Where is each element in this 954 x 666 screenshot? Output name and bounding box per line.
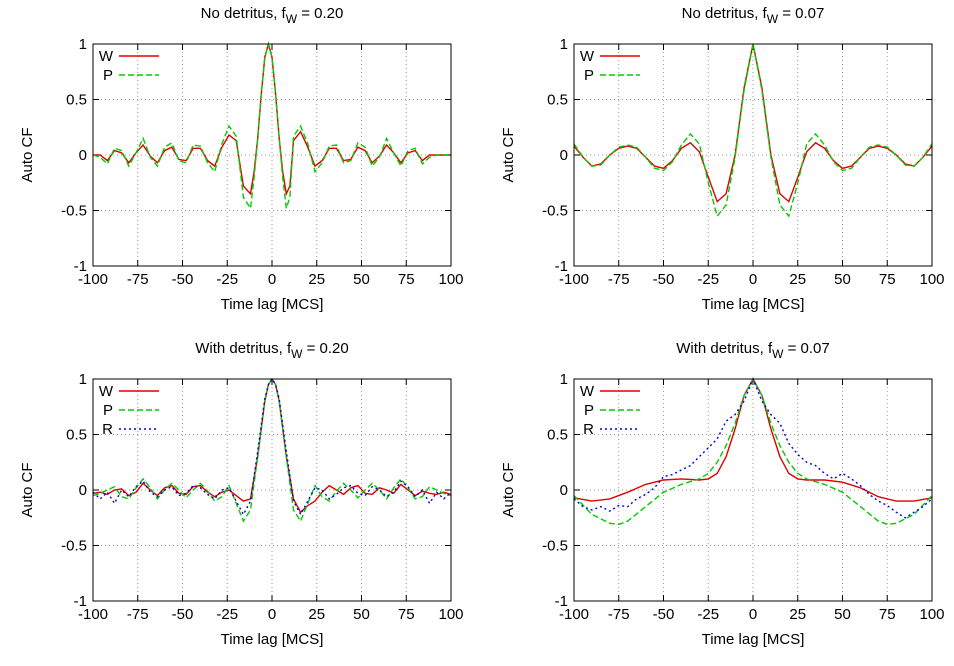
series-line-p	[92, 41, 451, 211]
x-tick-label: -25	[697, 271, 719, 288]
x-tick-label: -50	[653, 606, 675, 623]
series-line-w	[573, 43, 933, 203]
x-tick-label: -50	[172, 271, 194, 288]
plot-frame	[92, 378, 452, 602]
x-tick-label: -100	[559, 271, 589, 288]
x-axis-label: Time lag [MCS]	[221, 631, 324, 648]
x-tick-label: 75	[398, 606, 415, 623]
legend-label-p: P	[584, 67, 594, 84]
x-tick-label: 0	[268, 271, 276, 288]
y-tick-label: -0.5	[61, 538, 87, 555]
x-tick-label: -25	[697, 606, 719, 623]
x-tick-label: 25	[308, 271, 325, 288]
x-tick-label: -75	[608, 606, 630, 623]
legend-label-w: W	[580, 383, 595, 400]
chart-panel-top-left: -100 -75 -50 -25 0 25 50 75 100 -1 -0.5 0 0.5 1WP No d…	[19, 5, 464, 313]
y-tick-label: -1	[555, 258, 568, 275]
x-tick-label: 50	[834, 271, 851, 288]
y-axis-label: Auto CF	[500, 462, 517, 517]
y-tick-label: 0	[79, 147, 87, 164]
x-tick-label: 75	[879, 606, 896, 623]
plot-frame	[573, 378, 933, 602]
x-tick-label: 25	[789, 271, 806, 288]
y-axis-label: Auto CF	[500, 127, 517, 182]
series-line-r	[92, 377, 452, 516]
legend-label-p: P	[584, 402, 594, 419]
y-tick-label: 0.5	[547, 92, 568, 109]
chart-title: With detritus, fW = 0.20	[195, 340, 348, 361]
plot-frame	[573, 43, 933, 267]
legend-label-w: W	[99, 383, 114, 400]
y-tick-label: 1	[560, 36, 568, 53]
legend-label-p: P	[103, 67, 113, 84]
series-line-w	[573, 377, 933, 502]
y-tick-label: -0.5	[542, 203, 568, 220]
y-tick-label: -1	[555, 593, 568, 610]
x-tick-label: -100	[78, 271, 108, 288]
y-tick-label: 0	[79, 482, 87, 499]
x-tick-label: -100	[78, 606, 108, 623]
x-tick-label: -75	[127, 271, 149, 288]
y-tick-label: 0.5	[66, 427, 87, 444]
x-axis-label: Time lag [MCS]	[702, 631, 805, 648]
chart-title: No detritus, fW = 0.20	[201, 5, 344, 26]
legend-label-r: R	[102, 421, 113, 438]
y-tick-label: -0.5	[61, 203, 87, 220]
y-axis-label: Auto CF	[19, 127, 36, 182]
y-tick-label: -0.5	[542, 538, 568, 555]
x-tick-label: -50	[653, 271, 675, 288]
x-tick-label: 50	[353, 271, 370, 288]
x-axis-label: Time lag [MCS]	[702, 296, 805, 313]
x-tick-label: 50	[353, 606, 370, 623]
y-tick-label: 0.5	[66, 92, 87, 109]
x-tick-label: -100	[559, 606, 589, 623]
x-tick-label: -75	[608, 271, 630, 288]
legend-label-p: P	[103, 402, 113, 419]
x-tick-label: -75	[127, 606, 149, 623]
y-tick-label: 1	[79, 371, 87, 388]
x-tick-label: 75	[398, 271, 415, 288]
chart-panel-top-right: -100 -75 -50 -25 0 25 50 75 100 -1 -0.5 0 0.5 1WP No d…	[500, 5, 945, 313]
x-tick-label: 100	[438, 271, 463, 288]
chart-title: No detritus, fW = 0.07	[682, 5, 825, 26]
x-axis-label: Time lag [MCS]	[221, 296, 324, 313]
x-tick-label: 0	[268, 606, 276, 623]
series-line-w	[93, 41, 451, 197]
legend-label-r: R	[583, 421, 594, 438]
y-axis-label: Auto CF	[19, 462, 36, 517]
chart-title: With detritus, fW = 0.07	[676, 340, 829, 361]
y-tick-label: 1	[560, 371, 568, 388]
x-tick-label: 25	[789, 606, 806, 623]
y-tick-label: 1	[79, 36, 87, 53]
y-tick-label: -1	[74, 593, 87, 610]
y-tick-label: 0	[560, 482, 568, 499]
y-tick-label: 0	[560, 147, 568, 164]
y-tick-label: 0.5	[547, 427, 568, 444]
legend-label-w: W	[580, 48, 595, 65]
x-tick-label: 100	[919, 271, 944, 288]
x-tick-label: 50	[834, 606, 851, 623]
x-tick-label: -25	[216, 271, 238, 288]
series-line-w	[92, 377, 452, 514]
legend-label-w: W	[99, 48, 114, 65]
y-tick-label: -1	[74, 258, 87, 275]
x-tick-label: 100	[919, 606, 944, 623]
x-tick-label: -50	[172, 606, 194, 623]
x-tick-label: 100	[438, 606, 463, 623]
x-tick-label: -25	[216, 606, 238, 623]
plot-frame	[92, 43, 452, 267]
x-tick-label: 0	[749, 606, 757, 623]
x-tick-label: 0	[749, 271, 757, 288]
x-tick-label: 25	[308, 606, 325, 623]
x-tick-label: 75	[879, 271, 896, 288]
series-line-p	[573, 43, 933, 218]
